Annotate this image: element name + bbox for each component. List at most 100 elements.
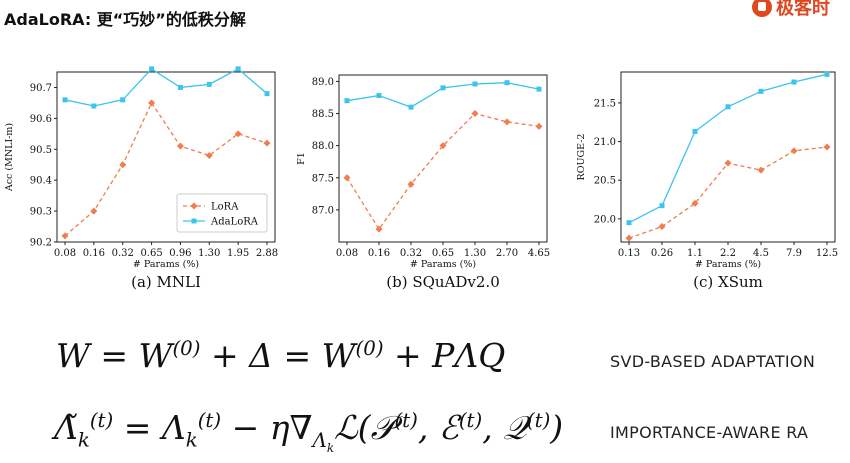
- data-point-adalora: [659, 203, 665, 209]
- x-tick-label: 2.88: [256, 248, 278, 259]
- page-title: AdaLoRA: 更“巧妙”的低秩分解: [4, 10, 246, 29]
- y-tick-label: 87.0: [312, 205, 334, 216]
- x-tick-label: 7.9: [786, 248, 802, 259]
- chart-caption: (b) SQuADv2.0: [386, 273, 500, 291]
- x-tick-label: 1.30: [464, 248, 486, 259]
- y-tick-label: 21.5: [594, 98, 616, 109]
- data-point-adalora: [177, 84, 183, 90]
- y-tick-label: 90.7: [30, 83, 52, 94]
- y-tick-label: 88.5: [312, 109, 334, 120]
- x-tick-label: 0.32: [112, 248, 134, 259]
- x-tick-label: 12.5: [816, 248, 838, 259]
- data-point-adalora: [626, 220, 632, 226]
- equation-svd-label: SVD-BASED ADAPTATION: [610, 352, 816, 371]
- x-tick-label: 1.30: [198, 248, 220, 259]
- data-point-lora: [790, 147, 798, 155]
- x-tick-label: 2.70: [496, 248, 518, 259]
- data-point-lora: [535, 122, 543, 130]
- x-tick-label: 0.16: [83, 248, 105, 259]
- x-tick-label: 0.26: [651, 248, 673, 259]
- data-point-lora: [658, 223, 666, 231]
- data-point-lora: [234, 130, 242, 138]
- brand-logo: 极客时: [752, 0, 850, 20]
- data-point-lora: [407, 180, 415, 188]
- y-axis-label: Acc (MNLI-m): [4, 123, 15, 192]
- data-point-lora: [176, 142, 184, 150]
- data-point-adalora: [149, 66, 155, 72]
- equation-importance-label: IMPORTANCE-AWARE RA: [610, 423, 809, 442]
- x-tick-label: 4.65: [528, 248, 550, 259]
- data-point-adalora: [264, 91, 270, 97]
- data-point-adalora: [504, 80, 510, 86]
- data-point-adalora: [91, 103, 97, 109]
- series-line-lora: [64, 101, 268, 237]
- data-point-adalora: [376, 93, 382, 99]
- x-axis-label: # Params (%): [133, 259, 199, 270]
- data-point-adalora: [120, 97, 126, 103]
- chart-mnli: 90.2 90.3 90.4 90.5 90.6 90.7 0.08 0.16 0.32 0.65…: [4, 66, 278, 291]
- x-tick-label: 1.95: [227, 248, 249, 259]
- data-point-adalora: [791, 79, 797, 85]
- data-point-adalora: [536, 86, 542, 92]
- x-tick-label: 0.65: [140, 248, 162, 259]
- legend-marker: [191, 218, 197, 224]
- data-point-adalora: [344, 98, 350, 104]
- series-line-lora: [346, 112, 540, 231]
- data-point-adalora: [758, 88, 764, 94]
- data-point-lora: [61, 232, 69, 240]
- y-tick-label: 90.4: [30, 176, 52, 187]
- x-tick-label: 1.1: [687, 248, 703, 259]
- plot-frame: [56, 71, 276, 243]
- data-point-lora: [471, 110, 479, 118]
- data-point-adalora: [692, 129, 698, 134]
- data-point-lora: [375, 225, 383, 233]
- plot-frame: [338, 74, 548, 243]
- series-line-adalora: [628, 73, 828, 224]
- data-point-adalora: [725, 104, 731, 110]
- equation-svd: W = W(0) + Δ = W(0) + PΛQ: [56, 336, 506, 375]
- y-tick-label: 88.0: [312, 141, 334, 152]
- y-tick-label: 20.0: [594, 214, 616, 225]
- data-point-adalora: [206, 81, 212, 87]
- y-tick-label: 21.0: [594, 137, 616, 148]
- legend-marker: [190, 202, 198, 210]
- x-tick-label: 0.65: [432, 248, 454, 259]
- x-tick-label: 4.5: [753, 248, 769, 259]
- x-axis-label: # Params (%): [410, 259, 476, 270]
- data-point-adalora: [824, 71, 830, 77]
- x-tick-label: 0.08: [336, 248, 358, 259]
- plot-frame: [620, 71, 836, 243]
- y-tick-label: 90.6: [30, 114, 52, 125]
- data-point-lora: [343, 174, 351, 182]
- y-tick-label: 90.5: [30, 145, 52, 156]
- data-point-lora: [119, 161, 127, 169]
- data-point-lora: [205, 151, 213, 159]
- series-line-adalora: [64, 68, 268, 107]
- data-point-lora: [757, 166, 765, 174]
- equation-importance: Λ̃k(t) = Λk(t) − η∇Λkℒ(𝒫(t), ℰ(t), 𝒬(t)): [54, 408, 564, 455]
- y-tick-label: 20.5: [594, 176, 616, 187]
- data-point-lora: [823, 143, 831, 151]
- y-tick-label: 87.5: [312, 173, 334, 184]
- data-point-lora: [90, 207, 98, 215]
- x-tick-label: 0.16: [368, 248, 390, 259]
- chart-caption: (a) MNLI: [131, 273, 201, 291]
- data-point-lora: [625, 234, 633, 242]
- x-tick-label: 2.2: [720, 248, 736, 259]
- data-point-adalora: [62, 97, 68, 103]
- chart-caption: (c) XSum: [693, 273, 763, 291]
- logo-text: 极客时: [776, 0, 830, 19]
- chart-xsum: 20.0 20.5 21.0 21.5 0.13 0.26 1.1 2.2 4.5 7.9 12.5…: [576, 71, 838, 291]
- x-tick-label: 0.13: [618, 248, 640, 259]
- data-point-adalora: [440, 85, 446, 91]
- y-tick-label: 90.2: [30, 238, 52, 249]
- y-tick-label: 89.0: [312, 77, 334, 88]
- data-point-adalora: [472, 81, 478, 87]
- data-point-lora: [691, 199, 699, 207]
- x-tick-label: 0.32: [400, 248, 422, 259]
- logo-icon: [752, 0, 772, 17]
- y-axis-label: ROUGE-2: [576, 134, 587, 181]
- data-point-lora: [724, 159, 732, 167]
- chart-squad: 87.0 87.5 88.0 88.5 89.0 0.08 0.16 0.32 0.65 1.30…: [296, 74, 550, 291]
- x-tick-label: 0.08: [54, 248, 76, 259]
